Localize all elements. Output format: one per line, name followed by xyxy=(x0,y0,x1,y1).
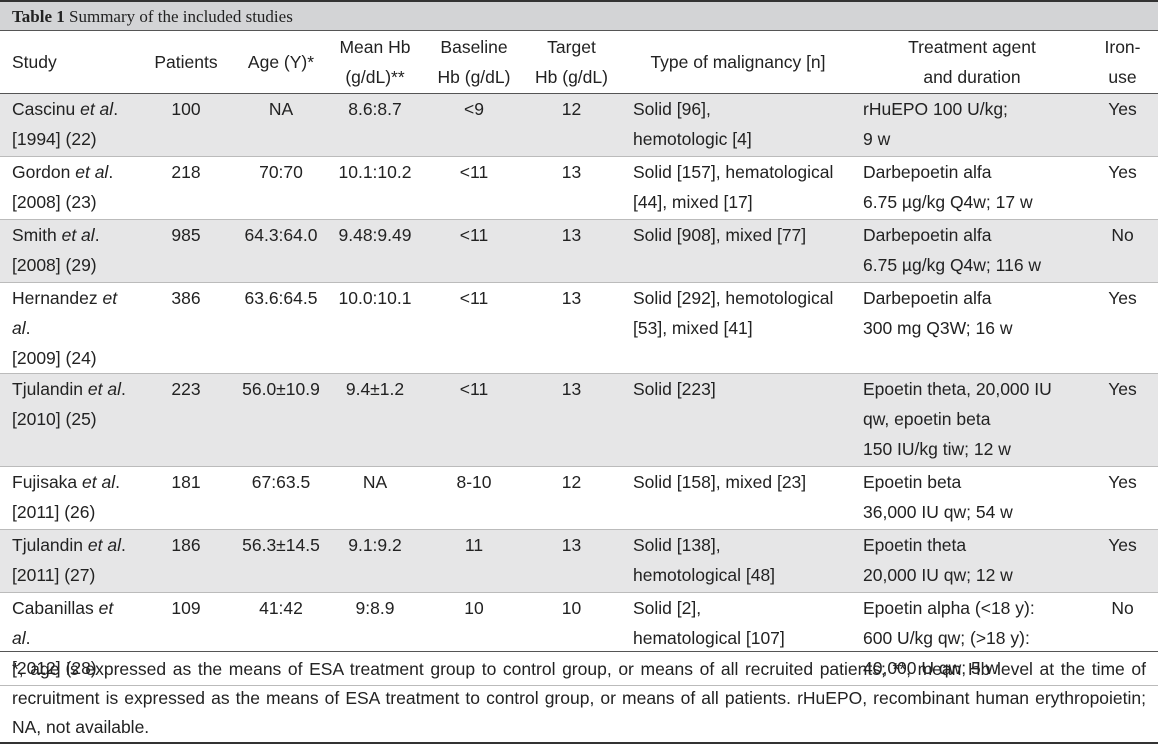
header-patients: Patients xyxy=(136,31,236,94)
table-caption: Table 1 Summary of the included studies xyxy=(0,0,1158,31)
table-row: Gordon et al. [2008] (23) 218 70:70 10.1:… xyxy=(0,156,1158,220)
cell-iron-use: No xyxy=(1087,219,1158,283)
cell-patients: 109 xyxy=(136,592,236,686)
cell-target-hb: 13 xyxy=(524,373,619,467)
table-row: Smith et al. [2008] (29) 985 64.3:64.0 9.… xyxy=(0,219,1158,283)
cell-malignancy: Solid [138], hemotological [48] xyxy=(619,529,857,593)
cell-malignancy: Solid [158], mixed [23] xyxy=(619,466,857,530)
cell-iron-use: Yes xyxy=(1087,466,1158,530)
table-footnote: *, age is expressed as the means of ESA … xyxy=(0,651,1158,744)
cell-iron-use: Yes xyxy=(1087,282,1158,374)
cell-age: 56.0±10.9 xyxy=(236,373,326,467)
table-caption-label: Table 1 xyxy=(12,7,65,26)
table-row: Tjulandin et al. [2010] (25) 223 56.0±10.… xyxy=(0,373,1158,467)
cell-baseline-hb: 8-10 xyxy=(424,466,524,530)
cell-baseline-hb: <11 xyxy=(424,282,524,374)
cell-study: Smith et al. [2008] (29) xyxy=(0,219,136,283)
cell-treatment: Epoetin theta, 20,000 IU qw, epoetin beta… xyxy=(857,373,1087,467)
header-malignancy: Type of malignancy [n] xyxy=(619,31,857,94)
cell-target-hb: 12 xyxy=(524,466,619,530)
cell-treatment: rHuEPO 100 U/kg; 9 w xyxy=(857,93,1087,157)
cell-treatment: Darbepoetin alfa 6.75 µg/kg Q4w; 116 w xyxy=(857,219,1087,283)
cell-malignancy: Solid [157], hematological [44], mixed [1… xyxy=(619,156,857,220)
cell-age: 63.6:64.5 xyxy=(236,282,326,374)
cell-study: Cascinu et al. [1994] (22) xyxy=(0,93,136,157)
header-mean-hb: Mean Hb (g/dL)** xyxy=(326,31,424,94)
studies-table: Study Patients Age (Y)* Mean Hb (g/dL)** … xyxy=(0,31,1158,686)
cell-age: 64.3:64.0 xyxy=(236,219,326,283)
cell-study: Fujisaka et al. [2011] (26) xyxy=(0,466,136,530)
cell-iron-use: Yes xyxy=(1087,529,1158,593)
cell-patients: 223 xyxy=(136,373,236,467)
cell-mean-hb: 9:8.9 xyxy=(326,592,424,686)
cell-mean-hb: 10.1:10.2 xyxy=(326,156,424,220)
cell-mean-hb: 10.0:10.1 xyxy=(326,282,424,374)
cell-malignancy: Solid [223] xyxy=(619,373,857,467)
cell-age: 41:42 xyxy=(236,592,326,686)
header-baseline-hb: Baseline Hb (g/dL) xyxy=(424,31,524,94)
cell-malignancy: Solid [908], mixed [77] xyxy=(619,219,857,283)
cell-mean-hb: 9.48:9.49 xyxy=(326,219,424,283)
cell-age: NA xyxy=(236,93,326,157)
cell-mean-hb: 9.4±1.2 xyxy=(326,373,424,467)
cell-study: Gordon et al. [2008] (23) xyxy=(0,156,136,220)
cell-treatment: Epoetin alpha (<18 y): 600 U/kg qw; (>18 … xyxy=(857,592,1087,686)
table-row: Fujisaka et al. [2011] (26) 181 67:63.5 N… xyxy=(0,466,1158,530)
table-caption-title: Summary of the included studies xyxy=(69,7,293,26)
cell-mean-hb: 8.6:8.7 xyxy=(326,93,424,157)
cell-baseline-hb: <11 xyxy=(424,219,524,283)
cell-patients: 218 xyxy=(136,156,236,220)
cell-iron-use: Yes xyxy=(1087,156,1158,220)
cell-treatment: Epoetin beta 36,000 IU qw; 54 w xyxy=(857,466,1087,530)
table-row: Cabanillas et al. [2012] (28) 109 41:42 9… xyxy=(0,592,1158,686)
cell-study: Tjulandin et al. [2010] (25) xyxy=(0,373,136,467)
cell-patients: 186 xyxy=(136,529,236,593)
table-row: Tjulandin et al. [2011] (27) 186 56.3±14.… xyxy=(0,529,1158,593)
cell-malignancy: Solid [292], hemotological [53], mixed [4… xyxy=(619,282,857,374)
header-iron-use: Iron-use xyxy=(1087,31,1158,94)
cell-patients: 100 xyxy=(136,93,236,157)
cell-age: 56.3±14.5 xyxy=(236,529,326,593)
cell-target-hb: 10 xyxy=(524,592,619,686)
cell-baseline-hb: <11 xyxy=(424,156,524,220)
cell-study: Cabanillas et al. [2012] (28) xyxy=(0,592,136,686)
cell-treatment: Darbepoetin alfa 6.75 µg/kg Q4w; 17 w xyxy=(857,156,1087,220)
cell-mean-hb: 9.1:9.2 xyxy=(326,529,424,593)
cell-treatment: Darbepoetin alfa 300 mg Q3W; 16 w xyxy=(857,282,1087,374)
cell-target-hb: 13 xyxy=(524,529,619,593)
cell-target-hb: 13 xyxy=(524,219,619,283)
cell-target-hb: 12 xyxy=(524,93,619,157)
table-row: Hernandez et al. [2009] (24) 386 63.6:64.… xyxy=(0,282,1158,374)
cell-study: Tjulandin et al. [2011] (27) xyxy=(0,529,136,593)
cell-study: Hernandez et al. [2009] (24) xyxy=(0,282,136,374)
cell-malignancy: Solid [2], hematological [107] xyxy=(619,592,857,686)
cell-iron-use: Yes xyxy=(1087,373,1158,467)
cell-baseline-hb: 11 xyxy=(424,529,524,593)
cell-iron-use: Yes xyxy=(1087,93,1158,157)
cell-patients: 386 xyxy=(136,282,236,374)
table-header-row: Study Patients Age (Y)* Mean Hb (g/dL)** … xyxy=(0,31,1158,94)
cell-patients: 985 xyxy=(136,219,236,283)
table-row: Cascinu et al. [1994] (22) 100 NA 8.6:8.7… xyxy=(0,93,1158,157)
header-study: Study xyxy=(0,31,136,94)
cell-malignancy: Solid [96], hemotologic [4] xyxy=(619,93,857,157)
cell-patients: 181 xyxy=(136,466,236,530)
cell-target-hb: 13 xyxy=(524,282,619,374)
cell-treatment: Epoetin theta 20,000 IU qw; 12 w xyxy=(857,529,1087,593)
cell-age: 67:63.5 xyxy=(236,466,326,530)
cell-baseline-hb: <9 xyxy=(424,93,524,157)
header-treatment: Treatment agent and duration xyxy=(857,31,1087,94)
header-age: Age (Y)* xyxy=(236,31,326,94)
header-target-hb: Target Hb (g/dL) xyxy=(524,31,619,94)
cell-target-hb: 13 xyxy=(524,156,619,220)
cell-iron-use: No xyxy=(1087,592,1158,686)
cell-mean-hb: NA xyxy=(326,466,424,530)
cell-baseline-hb: 10 xyxy=(424,592,524,686)
cell-baseline-hb: <11 xyxy=(424,373,524,467)
cell-age: 70:70 xyxy=(236,156,326,220)
